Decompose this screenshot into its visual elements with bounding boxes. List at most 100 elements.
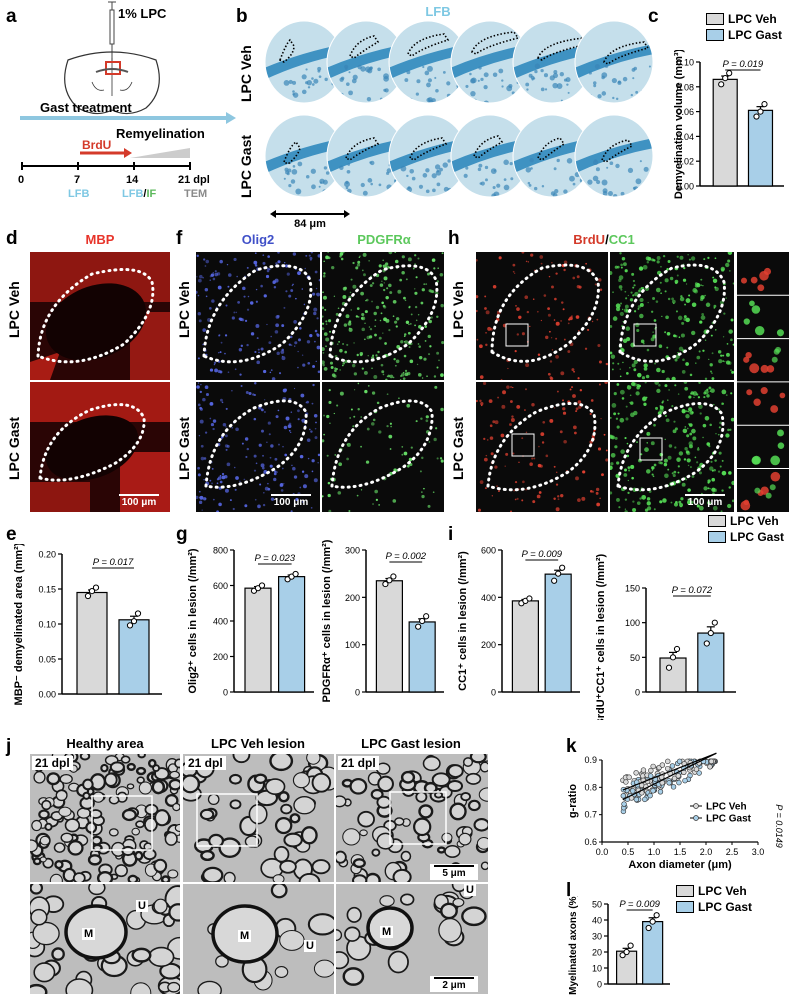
lfb-scale-text: 84 μm (294, 218, 326, 230)
cc1-scale-text: 100 μm (687, 497, 723, 508)
data-point (645, 924, 652, 932)
y-tick-label: 400 (481, 593, 496, 603)
chart-g2: PDGFRα⁺ cells in lesion (/mm²) 0 100 200 300… (321, 540, 444, 702)
bar-lpc-veh (659, 657, 687, 693)
legend-marker (693, 803, 699, 809)
panel-label-f: f (176, 228, 183, 249)
em-label-u-veh: U (304, 940, 316, 952)
data-point (711, 619, 718, 626)
panel-label-d: d (6, 228, 18, 249)
f4-field (322, 382, 444, 512)
cc1-image-gast: 100 μm (610, 382, 734, 512)
scatter-point (682, 777, 688, 784)
y-tick-label: 50 (630, 653, 640, 663)
olig2-image-gast: 100 μm (196, 382, 320, 512)
myelinated-axon (64, 904, 128, 960)
zoom-box (389, 791, 447, 845)
em-scalebar-bottom: 2 μm (430, 976, 478, 992)
dpl-tag-gast: 21 dpl (338, 756, 379, 770)
x-tick-label: 1.5 (674, 847, 687, 857)
tick-0: 0 (18, 174, 25, 186)
olig2-image-veh (196, 252, 320, 380)
j3-field (336, 754, 488, 882)
zoom-box (91, 795, 153, 851)
pdgfra-image-gast (322, 382, 444, 512)
data-point (559, 564, 566, 571)
x-tick-label: 2.5 (726, 847, 739, 857)
lfb-7-label: LFB (68, 188, 90, 200)
em-veh-low (183, 754, 334, 882)
h2-field (610, 252, 734, 380)
data-point (726, 70, 733, 77)
scatter-point (633, 770, 639, 776)
p-value: P = 0.023 (255, 553, 296, 564)
y-axis-label: g-ratio (567, 784, 579, 819)
y-tick-label: 0 (597, 980, 602, 990)
legend-swatch-gast-2 (708, 531, 726, 543)
legend-text-gast-3: LPC Gast (698, 900, 753, 914)
cc1-image-veh (610, 252, 734, 380)
legend-item-veh: LPC Veh (706, 12, 782, 26)
y-tick-label: 0.05 (38, 655, 56, 665)
p-value: P = 0.019 (723, 59, 764, 70)
scatter-point (650, 763, 656, 770)
legend-swatch-veh (706, 13, 724, 25)
legend-text-veh-2: LPC Veh (730, 514, 779, 528)
data-point (390, 573, 397, 580)
scatter-point (708, 758, 715, 765)
data-point (761, 101, 768, 108)
olig2-scalebar: 100 μm (266, 494, 316, 508)
y-tick-label: 0.10 (676, 58, 694, 68)
mbp-image-veh (30, 252, 170, 380)
scatter-point (665, 758, 671, 765)
panel-label-h: h (448, 228, 460, 249)
inset-box (511, 433, 535, 457)
row-label-gast-f: LPC Gast (176, 416, 192, 480)
data-point (415, 623, 422, 630)
zoom-box (196, 793, 258, 847)
y-tick-label: 300 (345, 546, 360, 556)
lfb-section-1 (264, 20, 344, 104)
lfb-section-6 (574, 20, 654, 104)
brdu-image-gast (476, 382, 608, 512)
row-label-veh-h: LPC Veh (450, 281, 466, 338)
row-label-veh-b: LPC Veh (238, 45, 254, 102)
legend-item-gast-3: LPC Gast (676, 900, 752, 914)
chart-l: Myelinated axons (%) 0 10 20 30 40 50 P = 0.009 (568, 896, 670, 995)
scatter-point (696, 770, 702, 776)
y-tick-label: 0.9 (584, 755, 597, 765)
x-tick-label: 1.0 (648, 847, 661, 857)
bar-lpc-veh (375, 580, 404, 693)
scatter-point (640, 767, 647, 773)
lfb-if-sep: / (143, 188, 147, 200)
em-label-u-gast: U (464, 884, 476, 896)
lesion-outline (328, 264, 439, 364)
scatter-point (647, 773, 654, 779)
scatter-point (707, 764, 713, 770)
data-point (134, 610, 142, 617)
chart-k: 0.6 0.7 0.8 0.9 0.0 0.5 1.0 1.5 2.0 2.5 3.0 Axon di… (567, 752, 784, 871)
scatter-point (623, 779, 629, 785)
y-tick-label: 0.00 (38, 690, 56, 700)
data-point (258, 582, 266, 589)
x-tick-label: 2.0 (700, 847, 713, 857)
lfb-section-2 (326, 114, 406, 198)
em-col-gast: LPC Gast lesion (361, 736, 461, 751)
y-tick-label: 0 (355, 688, 360, 698)
data-point (707, 629, 714, 637)
y-tick-label: 0 (491, 688, 496, 698)
inset-box (505, 323, 529, 347)
y-tick-label: 600 (213, 581, 228, 591)
y-tick-label: 150 (625, 584, 640, 594)
y-tick-label: 0.10 (38, 620, 56, 630)
h3-field (476, 382, 608, 512)
dpl-tag-healthy: 21 dpl (32, 756, 73, 770)
scatter-point (633, 796, 640, 803)
inset-box (639, 437, 663, 461)
scatter-point (666, 780, 672, 786)
scatter-point (650, 788, 656, 794)
j2-field (183, 754, 334, 882)
p-value: P = 0.009 (521, 549, 562, 560)
p-value: P = 0.009 (619, 899, 660, 910)
data-point (757, 108, 764, 115)
